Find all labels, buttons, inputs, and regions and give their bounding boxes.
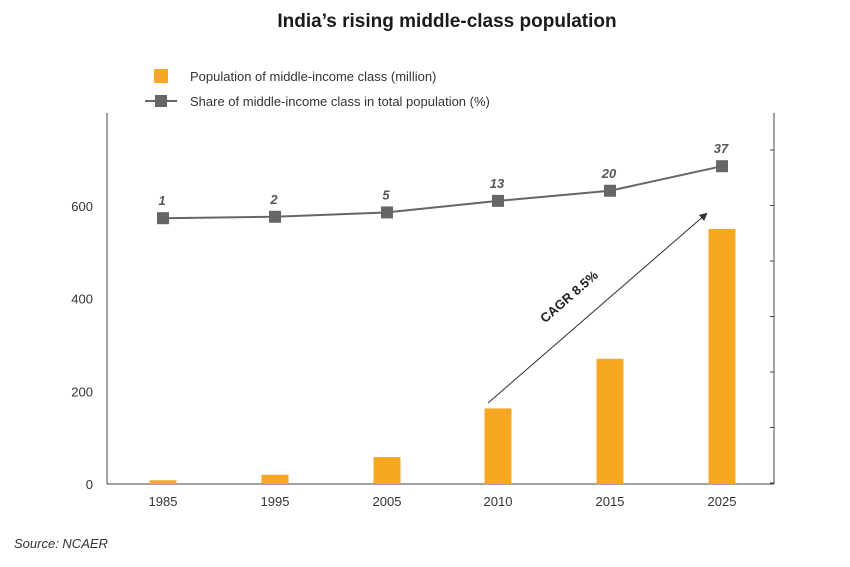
bar bbox=[373, 457, 401, 484]
bar bbox=[708, 228, 736, 484]
cagr-arrow bbox=[487, 212, 708, 404]
y-tick-label: 400 bbox=[71, 292, 93, 307]
line-marker bbox=[381, 206, 393, 219]
bar bbox=[149, 480, 177, 484]
line-data-label: 13 bbox=[490, 176, 505, 191]
x-tick-label: 2010 bbox=[484, 494, 513, 509]
line-marker bbox=[604, 184, 616, 197]
chart-title: India’s rising middle-class population bbox=[277, 11, 616, 32]
y-axis-tick-labels: 0 200 400 600 bbox=[71, 199, 93, 492]
line-data-label: 5 bbox=[382, 187, 390, 202]
line-marker bbox=[716, 160, 728, 173]
x-tick-label: 2015 bbox=[596, 494, 625, 509]
line-data-label: 1 bbox=[158, 193, 165, 208]
line-marker bbox=[269, 210, 281, 223]
x-axis-tick-labels: 1985 1995 2005 2010 2015 2025 bbox=[149, 494, 737, 509]
cagr-label: CAGR 8.5% bbox=[537, 267, 601, 326]
x-tick-label: 2005 bbox=[373, 494, 402, 509]
x-tick-label: 1985 bbox=[149, 494, 178, 509]
bar-series bbox=[149, 228, 736, 484]
legend-swatch-bar bbox=[154, 69, 168, 83]
y-axis-right-ticks bbox=[770, 149, 774, 484]
bar bbox=[596, 358, 624, 484]
legend-swatch-line bbox=[155, 95, 167, 107]
share-line bbox=[162, 165, 723, 220]
line-data-labels: 1 2 5 13 20 37 bbox=[158, 141, 729, 208]
y-tick-label: 600 bbox=[71, 199, 93, 214]
legend-label-line: Share of middle-income class in total po… bbox=[190, 94, 490, 109]
y-tick-label: 200 bbox=[71, 384, 93, 399]
line-data-label: 2 bbox=[269, 192, 278, 207]
line-data-label: 20 bbox=[601, 166, 617, 181]
source-note: Source: NCAER bbox=[14, 536, 108, 551]
legend-label-bar: Population of middle-income class (milli… bbox=[190, 69, 436, 84]
bar bbox=[484, 408, 512, 484]
x-tick-label: 2025 bbox=[708, 494, 737, 509]
x-tick-label: 1995 bbox=[261, 494, 290, 509]
line-marker bbox=[492, 194, 504, 207]
y-tick-label: 0 bbox=[86, 477, 93, 492]
line-data-label: 37 bbox=[714, 141, 729, 156]
legend: Population of middle-income class (milli… bbox=[145, 69, 490, 109]
line-series bbox=[157, 160, 728, 225]
bar bbox=[261, 474, 289, 484]
line-marker bbox=[157, 212, 169, 225]
